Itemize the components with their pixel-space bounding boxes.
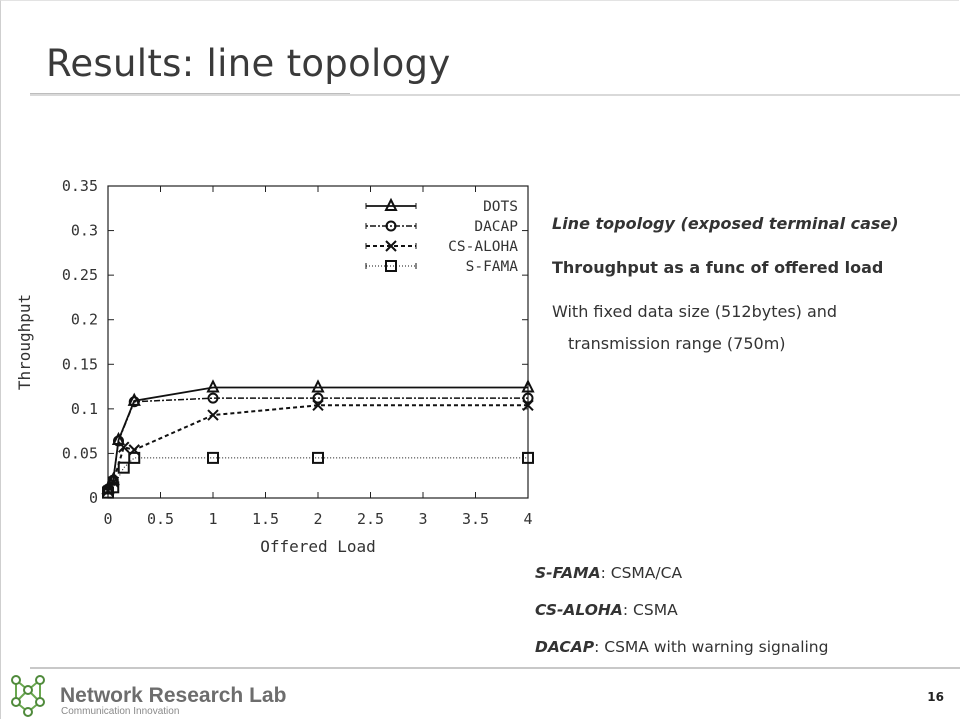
chart-axes: 0 0.05 0.1 0.15 0.2 0.25 0.3 0.35 0 0.5 1 1.5 2 2.5 3 3…	[15, 177, 533, 556]
page-number: 16	[927, 690, 944, 704]
cross-stroke	[385, 240, 397, 252]
y-tick-label: 0.15	[62, 355, 98, 373]
definition-desc: : CSMA	[622, 601, 678, 619]
slide-title: Results: line topology	[46, 42, 451, 85]
legend-label: CS-ALOHA	[448, 239, 518, 255]
bullet-throughput: Throughput as a func of offered load	[552, 258, 884, 277]
definition-sfama: S-FAMA: CSMA/CA	[535, 564, 828, 584]
data-point-dots	[311, 379, 325, 393]
legend-label: S-FAMA	[466, 259, 519, 275]
definition-term: CS-ALOHA	[535, 601, 623, 619]
legend-marker	[385, 220, 397, 232]
series-line-cs-aloha	[107, 404, 528, 492]
series-line-dots	[107, 386, 528, 490]
data-point-cs-aloha	[522, 399, 534, 411]
data-point-cs-aloha	[207, 409, 219, 421]
data-point-dacap	[312, 392, 324, 404]
x-tick-label: 4	[523, 510, 532, 528]
y-tick-label: 0	[89, 489, 98, 507]
cross-stroke	[207, 409, 219, 421]
bullet-parameters: With fixed data size (512bytes) and tran…	[552, 302, 952, 354]
y-tick-label: 0.35	[62, 177, 98, 195]
definition-desc: : CSMA with warning signaling	[594, 638, 829, 656]
bullet-parameters-line1: With fixed data size (512bytes) and	[552, 302, 838, 321]
definition-desc: : CSMA/CA	[600, 564, 683, 582]
chart-series	[101, 379, 535, 499]
x-tick-label: 1	[208, 510, 217, 528]
definition-term: DACAP	[535, 638, 595, 656]
data-point-s-fama	[207, 451, 219, 464]
legend-entry-cs-aloha: CS-ALOHA	[365, 239, 518, 255]
data-point-dots	[521, 379, 535, 393]
definition-csaloha: CS-ALOHA: CSMA	[535, 601, 828, 621]
cross-stroke	[312, 399, 324, 411]
data-point-cs-aloha	[312, 399, 324, 411]
data-point-dots	[127, 392, 141, 406]
y-tick-label: 0.1	[71, 400, 98, 418]
legend-entry-dots: DOTS	[365, 197, 518, 215]
data-point-dacap	[113, 435, 124, 447]
bullet-topology: Line topology (exposed terminal case)	[552, 214, 899, 233]
series-s-fama	[102, 451, 534, 499]
title-divider-accent	[30, 93, 350, 94]
y-tick-label: 0.3	[71, 222, 98, 240]
x-tick-label: 0	[103, 510, 112, 528]
lab-name: Network Research Lab	[60, 684, 287, 707]
y-tick-label: 0.2	[71, 311, 98, 329]
legend-marker	[385, 260, 397, 272]
data-point-dacap	[522, 392, 534, 404]
y-tick-label: 0.25	[62, 266, 98, 284]
data-point-s-fama	[312, 451, 324, 464]
data-point-s-fama	[107, 481, 120, 494]
throughput-chart: 0 0.05 0.1 0.15 0.2 0.25 0.3 0.35 0 0.5 1 1.5 2 2.5 3 3…	[15, 177, 535, 556]
legend-label: DOTS	[483, 199, 518, 215]
y-tick-label: 0.05	[62, 444, 98, 462]
lab-subtitle: Communication Innovation	[61, 706, 180, 717]
data-point-dacap	[207, 392, 219, 404]
x-tick-label: 2.5	[357, 510, 384, 528]
plot-frame	[107, 185, 529, 499]
x-tick-label: 1.5	[252, 510, 279, 528]
x-tick-label: 2	[313, 510, 322, 528]
bullet-list: Line topology (exposed terminal case) Th…	[552, 214, 952, 378]
lab-logo-icon	[11, 675, 45, 717]
data-point-cs-aloha	[118, 441, 130, 453]
data-point-s-fama	[128, 451, 141, 464]
x-tick-label: 3.5	[462, 510, 489, 528]
series-dacap	[102, 392, 534, 495]
cross-stroke	[118, 441, 130, 453]
title-divider	[30, 94, 960, 96]
data-point-dots	[111, 431, 126, 446]
footer-divider	[30, 667, 960, 669]
legend-marker	[385, 240, 397, 252]
x-tick-label: 0.5	[147, 510, 174, 528]
series-line-dacap	[107, 397, 528, 490]
x-axis-label: Offered Load	[260, 537, 376, 556]
legend-label: DACAP	[474, 219, 518, 235]
data-point-s-fama	[117, 461, 130, 474]
definition-term: S-FAMA	[535, 564, 601, 582]
legend-entry-dacap: DACAP	[365, 219, 518, 235]
protocol-definitions: S-FAMA: CSMA/CA CS-ALOHA: CSMA DACAP: CS…	[535, 564, 828, 675]
data-point-s-fama	[522, 451, 534, 464]
cross-stroke	[522, 399, 534, 411]
series-cs-aloha	[102, 399, 534, 497]
x-tick-label: 3	[418, 510, 427, 528]
legend-entry-s-fama: S-FAMA	[365, 259, 519, 275]
y-axis-label: Throughput	[15, 294, 34, 390]
chart-legend: DOTS DACAP CS-ALOHA S-FAMA	[365, 197, 519, 275]
legend-marker	[384, 197, 398, 211]
data-point-dots	[206, 379, 220, 393]
definition-dacap: DACAP: CSMA with warning signaling	[535, 638, 828, 658]
data-point-dacap	[107, 474, 119, 486]
bullet-parameters-line2: transmission range (750m)	[568, 334, 786, 353]
data-point-dacap	[128, 396, 140, 408]
